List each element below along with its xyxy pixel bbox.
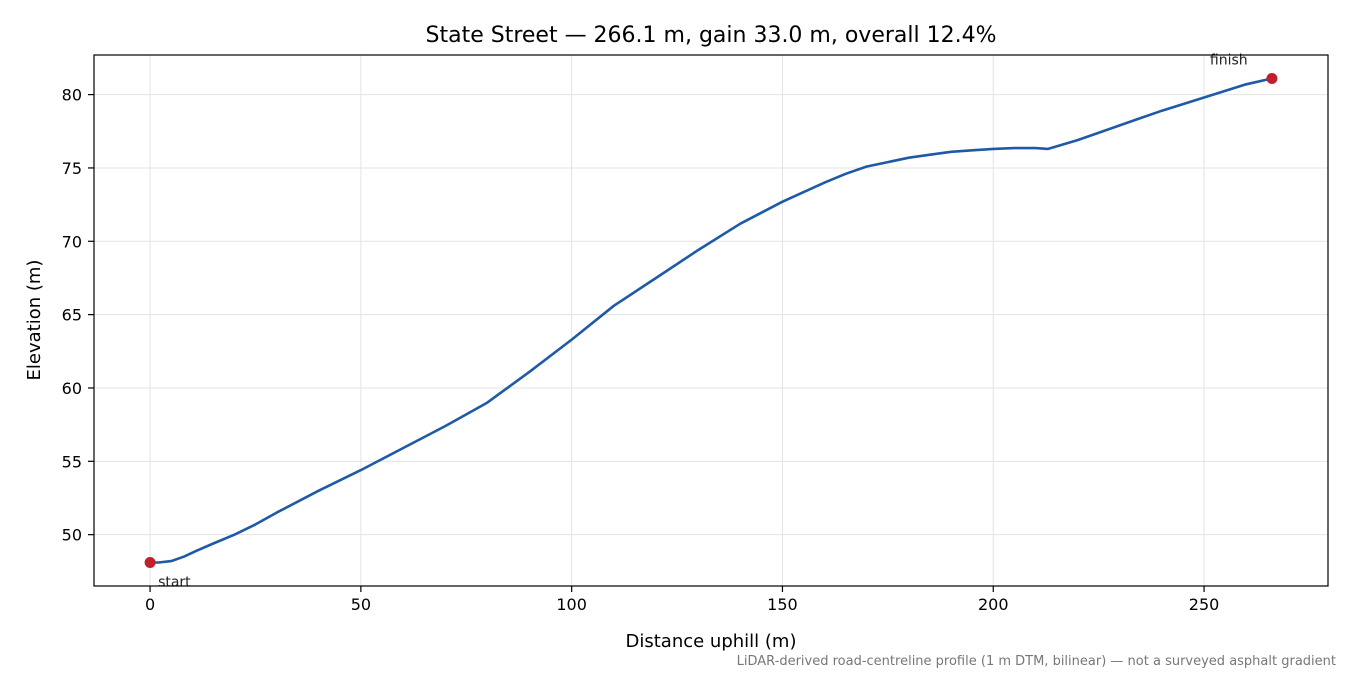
y-tick-label: 55	[62, 452, 82, 471]
y-tick-label: 70	[62, 232, 82, 251]
x-tick-label: 50	[351, 595, 371, 614]
chart-footnote: LiDAR-derived road-centreline profile (1…	[737, 654, 1336, 669]
y-tick-label: 50	[62, 526, 82, 545]
y-axis-label: Elevation (m)	[24, 260, 45, 381]
elevation-profile-line	[150, 77, 1273, 564]
y-tick-label: 60	[62, 379, 82, 398]
x-tick-label: 0	[145, 595, 155, 614]
x-tick-label: 250	[1189, 595, 1220, 614]
x-axis-ticks: 0 50 100 150 200 250	[145, 586, 1219, 614]
series-lines	[150, 77, 1273, 564]
y-tick-label: 65	[62, 306, 82, 325]
grid-lines	[94, 55, 1328, 586]
x-tick-label: 100	[556, 595, 587, 614]
x-tick-label: 200	[978, 595, 1009, 614]
start-marker	[144, 557, 156, 569]
finish-marker	[1266, 72, 1278, 84]
plot-frame	[93, 54, 1329, 587]
start-label: start	[158, 575, 191, 591]
x-axis-label: Distance uphill (m)	[626, 631, 797, 652]
y-tick-label: 75	[62, 159, 82, 178]
chart-title: State Street — 266.1 m, gain 33.0 m, ove…	[426, 23, 997, 48]
finish-label: finish	[1210, 52, 1248, 68]
y-tick-label: 80	[62, 86, 82, 105]
y-axis-ticks: 50 55 60 65 70 75 80	[62, 86, 94, 545]
x-tick-label: 150	[767, 595, 798, 614]
